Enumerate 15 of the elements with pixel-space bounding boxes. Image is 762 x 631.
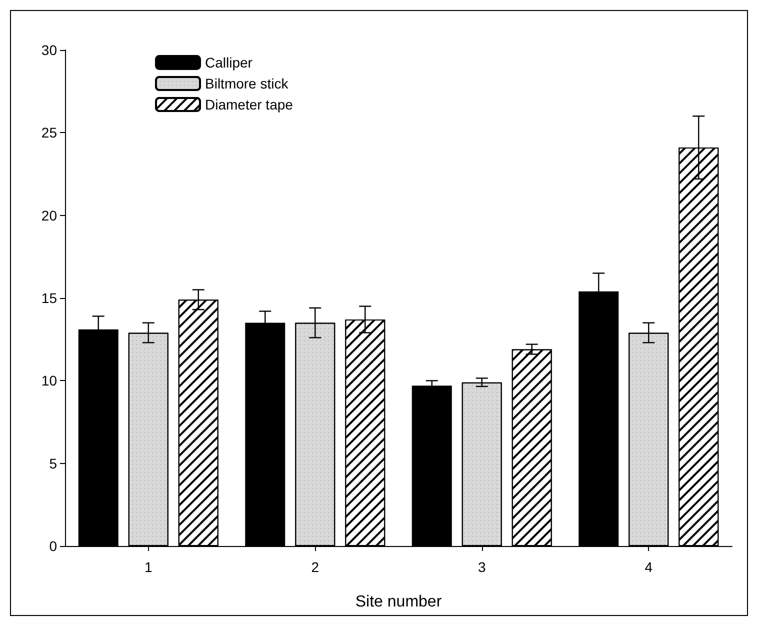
legend-label: Calliper [205, 54, 253, 70]
x-tick-label: 1 [144, 559, 152, 575]
x-tick-label: 3 [478, 559, 486, 575]
y-tick-label: 25 [41, 124, 58, 141]
y-tick-label: 0 [49, 538, 58, 554]
legend-label: Biltmore stick [205, 76, 290, 92]
y-tick-label: 30 [41, 42, 58, 58]
x-tick-label: 2 [311, 559, 320, 575]
y-tick-label: 15 [41, 290, 58, 306]
x-axis-title: Site number [355, 594, 442, 610]
y-tick-label: 10 [41, 372, 58, 389]
legend-label: Diameter tape [205, 96, 294, 112]
y-tick-label: 5 [49, 455, 58, 472]
x-tick-label: 4 [644, 559, 653, 575]
y-tick-label: 20 [41, 207, 58, 224]
